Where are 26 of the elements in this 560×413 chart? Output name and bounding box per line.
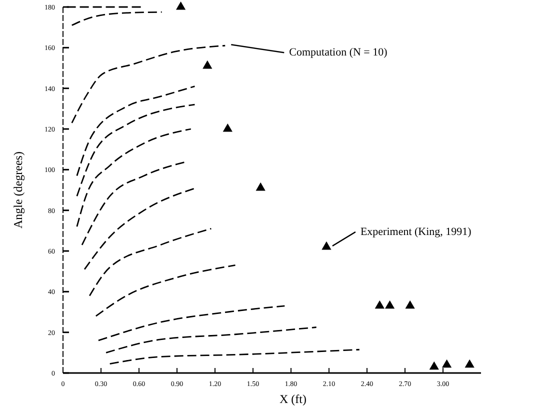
line-series [95,264,236,317]
point [405,300,415,309]
point [464,359,474,368]
line-series [76,128,192,228]
line-series [76,104,196,197]
point [202,60,212,69]
point [322,241,332,250]
line-series [71,11,162,26]
line-series [109,348,360,365]
line-series [84,187,197,270]
line-series [105,326,318,354]
point [176,1,186,10]
point [222,123,232,132]
point [374,300,384,309]
line-series [76,86,196,176]
annotation: Experiment (King, 1991) [360,226,472,238]
point [429,361,439,370]
line-series [88,228,212,296]
line-series [71,44,226,124]
annotation: Computation (N = 10) [289,46,388,59]
line-series [98,305,286,342]
y-axis-title: Angle (degrees) [11,152,25,228]
point [442,359,452,368]
point [384,300,395,309]
x-axis-title: X (ft) [280,392,306,406]
point [256,182,266,191]
